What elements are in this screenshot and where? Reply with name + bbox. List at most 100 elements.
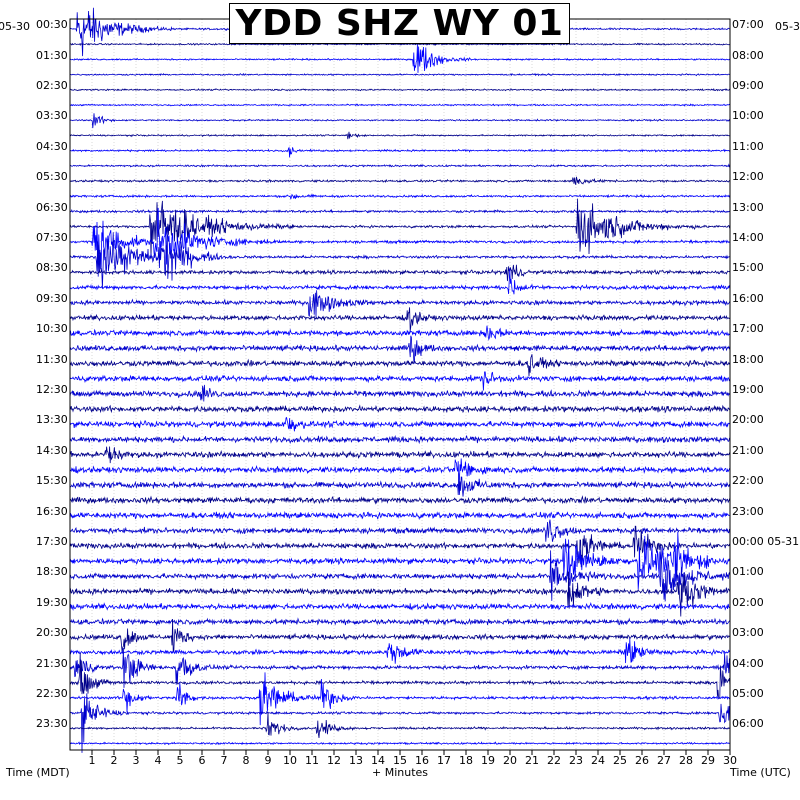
- x-axis-title: + Minutes: [372, 766, 429, 779]
- left-time-label: 14:30: [36, 443, 68, 457]
- left-time-label: 01:30: [36, 48, 68, 62]
- trace-row-31: [69, 495, 731, 505]
- x-tick-label: 6: [198, 754, 206, 767]
- left-time-label: 08:30: [36, 261, 68, 275]
- trace-row-12: [69, 208, 731, 214]
- left-time-label: 10:30: [36, 322, 68, 336]
- right-time-label: 18:00: [732, 352, 764, 366]
- right-time-label: 00:00 05-31: [732, 535, 800, 548]
- left-time-label: 05:30: [36, 170, 68, 184]
- right-time-label: 06:00: [732, 717, 764, 731]
- trace-row-43: [69, 652, 731, 700]
- trace-row-11: [69, 193, 731, 200]
- left-time-label: 11:30: [36, 352, 68, 366]
- trace-row-27: [69, 434, 731, 445]
- right-time-label: 03:00: [732, 626, 764, 640]
- chart-title: YDD SHZ WY 01: [235, 2, 564, 44]
- right-time-label: 10:00: [732, 109, 764, 123]
- x-tick-label: 15: [393, 754, 407, 767]
- x-tick-label: 22: [547, 754, 561, 767]
- left-time-label: 04:30: [36, 139, 68, 153]
- x-tick-label: 2: [110, 754, 118, 767]
- x-tick-label: 1: [88, 754, 96, 767]
- trace-row-37: [69, 571, 731, 617]
- x-tick-label: 9: [264, 754, 272, 767]
- trace-row-44: [69, 672, 731, 726]
- x-tick-label: 28: [679, 754, 693, 767]
- trace-row-14: [69, 207, 731, 268]
- right-time-label: 15:00: [732, 261, 764, 275]
- x-tick-label: 29: [701, 754, 715, 767]
- right-time-label: 21:00: [732, 443, 764, 457]
- trace-row-17: [69, 268, 731, 295]
- left-time-label: 03:30: [36, 109, 68, 123]
- left-time-label: 16:30: [36, 504, 68, 518]
- trace-row-36: [69, 546, 731, 602]
- left-time-label: 21:30: [36, 656, 68, 670]
- x-tick-label: 23: [569, 754, 583, 767]
- trace-row-40: [69, 619, 731, 654]
- right-time-label: 07:00: [732, 18, 764, 32]
- left-time-label: 09:30: [36, 291, 68, 305]
- x-tick-label: 20: [503, 754, 517, 767]
- trace-row-23: [69, 371, 731, 391]
- trace-row-18: [69, 290, 731, 318]
- trace-row-28: [69, 446, 731, 464]
- x-tick-label: 24: [591, 754, 605, 767]
- trace-row-19: [69, 307, 731, 332]
- x-tick-label: 21: [525, 754, 539, 767]
- trace-row-3: [69, 72, 731, 77]
- trace-row-26: [69, 416, 731, 432]
- x-tick-label: 26: [635, 754, 649, 767]
- trace-row-33: [69, 519, 731, 542]
- right-time-label: 08:00: [732, 48, 764, 62]
- left-time-label: 00:30: [36, 18, 68, 32]
- trace-row-4: [69, 87, 731, 92]
- trace-layer: [69, 7, 731, 753]
- x-tick-label: 16: [415, 754, 429, 767]
- right-time-label: 16:00: [732, 291, 764, 305]
- trace-row-21: [69, 335, 731, 364]
- right-time-label: 19:00: [732, 383, 764, 396]
- right-time-label: 01:00: [732, 565, 764, 579]
- right-time-label: 17:00: [732, 322, 764, 336]
- x-tick-label: 30: [723, 754, 737, 767]
- trace-row-10: [69, 176, 731, 185]
- right-time-label: 04:00: [732, 656, 764, 670]
- right-time-label: 11:00: [732, 139, 764, 153]
- left-date-label: 05-30: [0, 20, 30, 33]
- left-time-label: 19:30: [36, 595, 68, 609]
- title-box: YDD SHZ WY 01: [229, 3, 570, 44]
- trace-row-16: [69, 264, 731, 282]
- left-time-label: 13:30: [36, 413, 68, 427]
- x-tick-label: 12: [327, 754, 341, 767]
- trace-row-39: [69, 617, 731, 627]
- right-time-label: 05:00: [732, 687, 764, 700]
- x-tick-label: 4: [154, 754, 162, 767]
- right-time-label: 13:00: [732, 200, 764, 214]
- right-time-label: 20:00: [732, 413, 764, 427]
- left-time-label: 22:30: [36, 687, 68, 700]
- right-axis-title: Time (UTC): [730, 766, 791, 779]
- trace-row-25: [69, 404, 731, 414]
- trace-row-46: [69, 711, 731, 739]
- trace-row-22: [69, 354, 731, 377]
- trace-row-45: [69, 693, 731, 753]
- x-tick-label: 25: [613, 754, 627, 767]
- right-time-label: 12:00: [732, 170, 764, 184]
- x-tick-label: 19: [481, 754, 495, 767]
- trace-row-13: [69, 198, 731, 260]
- right-time-label: 09:00: [732, 79, 764, 92]
- trace-row-47: [69, 741, 731, 746]
- left-axis-title: Time (MDT): [6, 766, 70, 779]
- x-tick-label: 14: [371, 754, 385, 767]
- left-time-label: 23:30: [36, 717, 68, 731]
- trace-row-1: [69, 42, 731, 47]
- x-tick-label: 5: [176, 754, 184, 767]
- trace-row-8: [69, 146, 731, 158]
- trace-row-29: [69, 458, 731, 484]
- x-tick-label: 17: [437, 754, 451, 767]
- x-tick-label: 13: [349, 754, 363, 767]
- right-date-label: 05-30: [775, 20, 800, 33]
- trace-row-42: [69, 647, 731, 688]
